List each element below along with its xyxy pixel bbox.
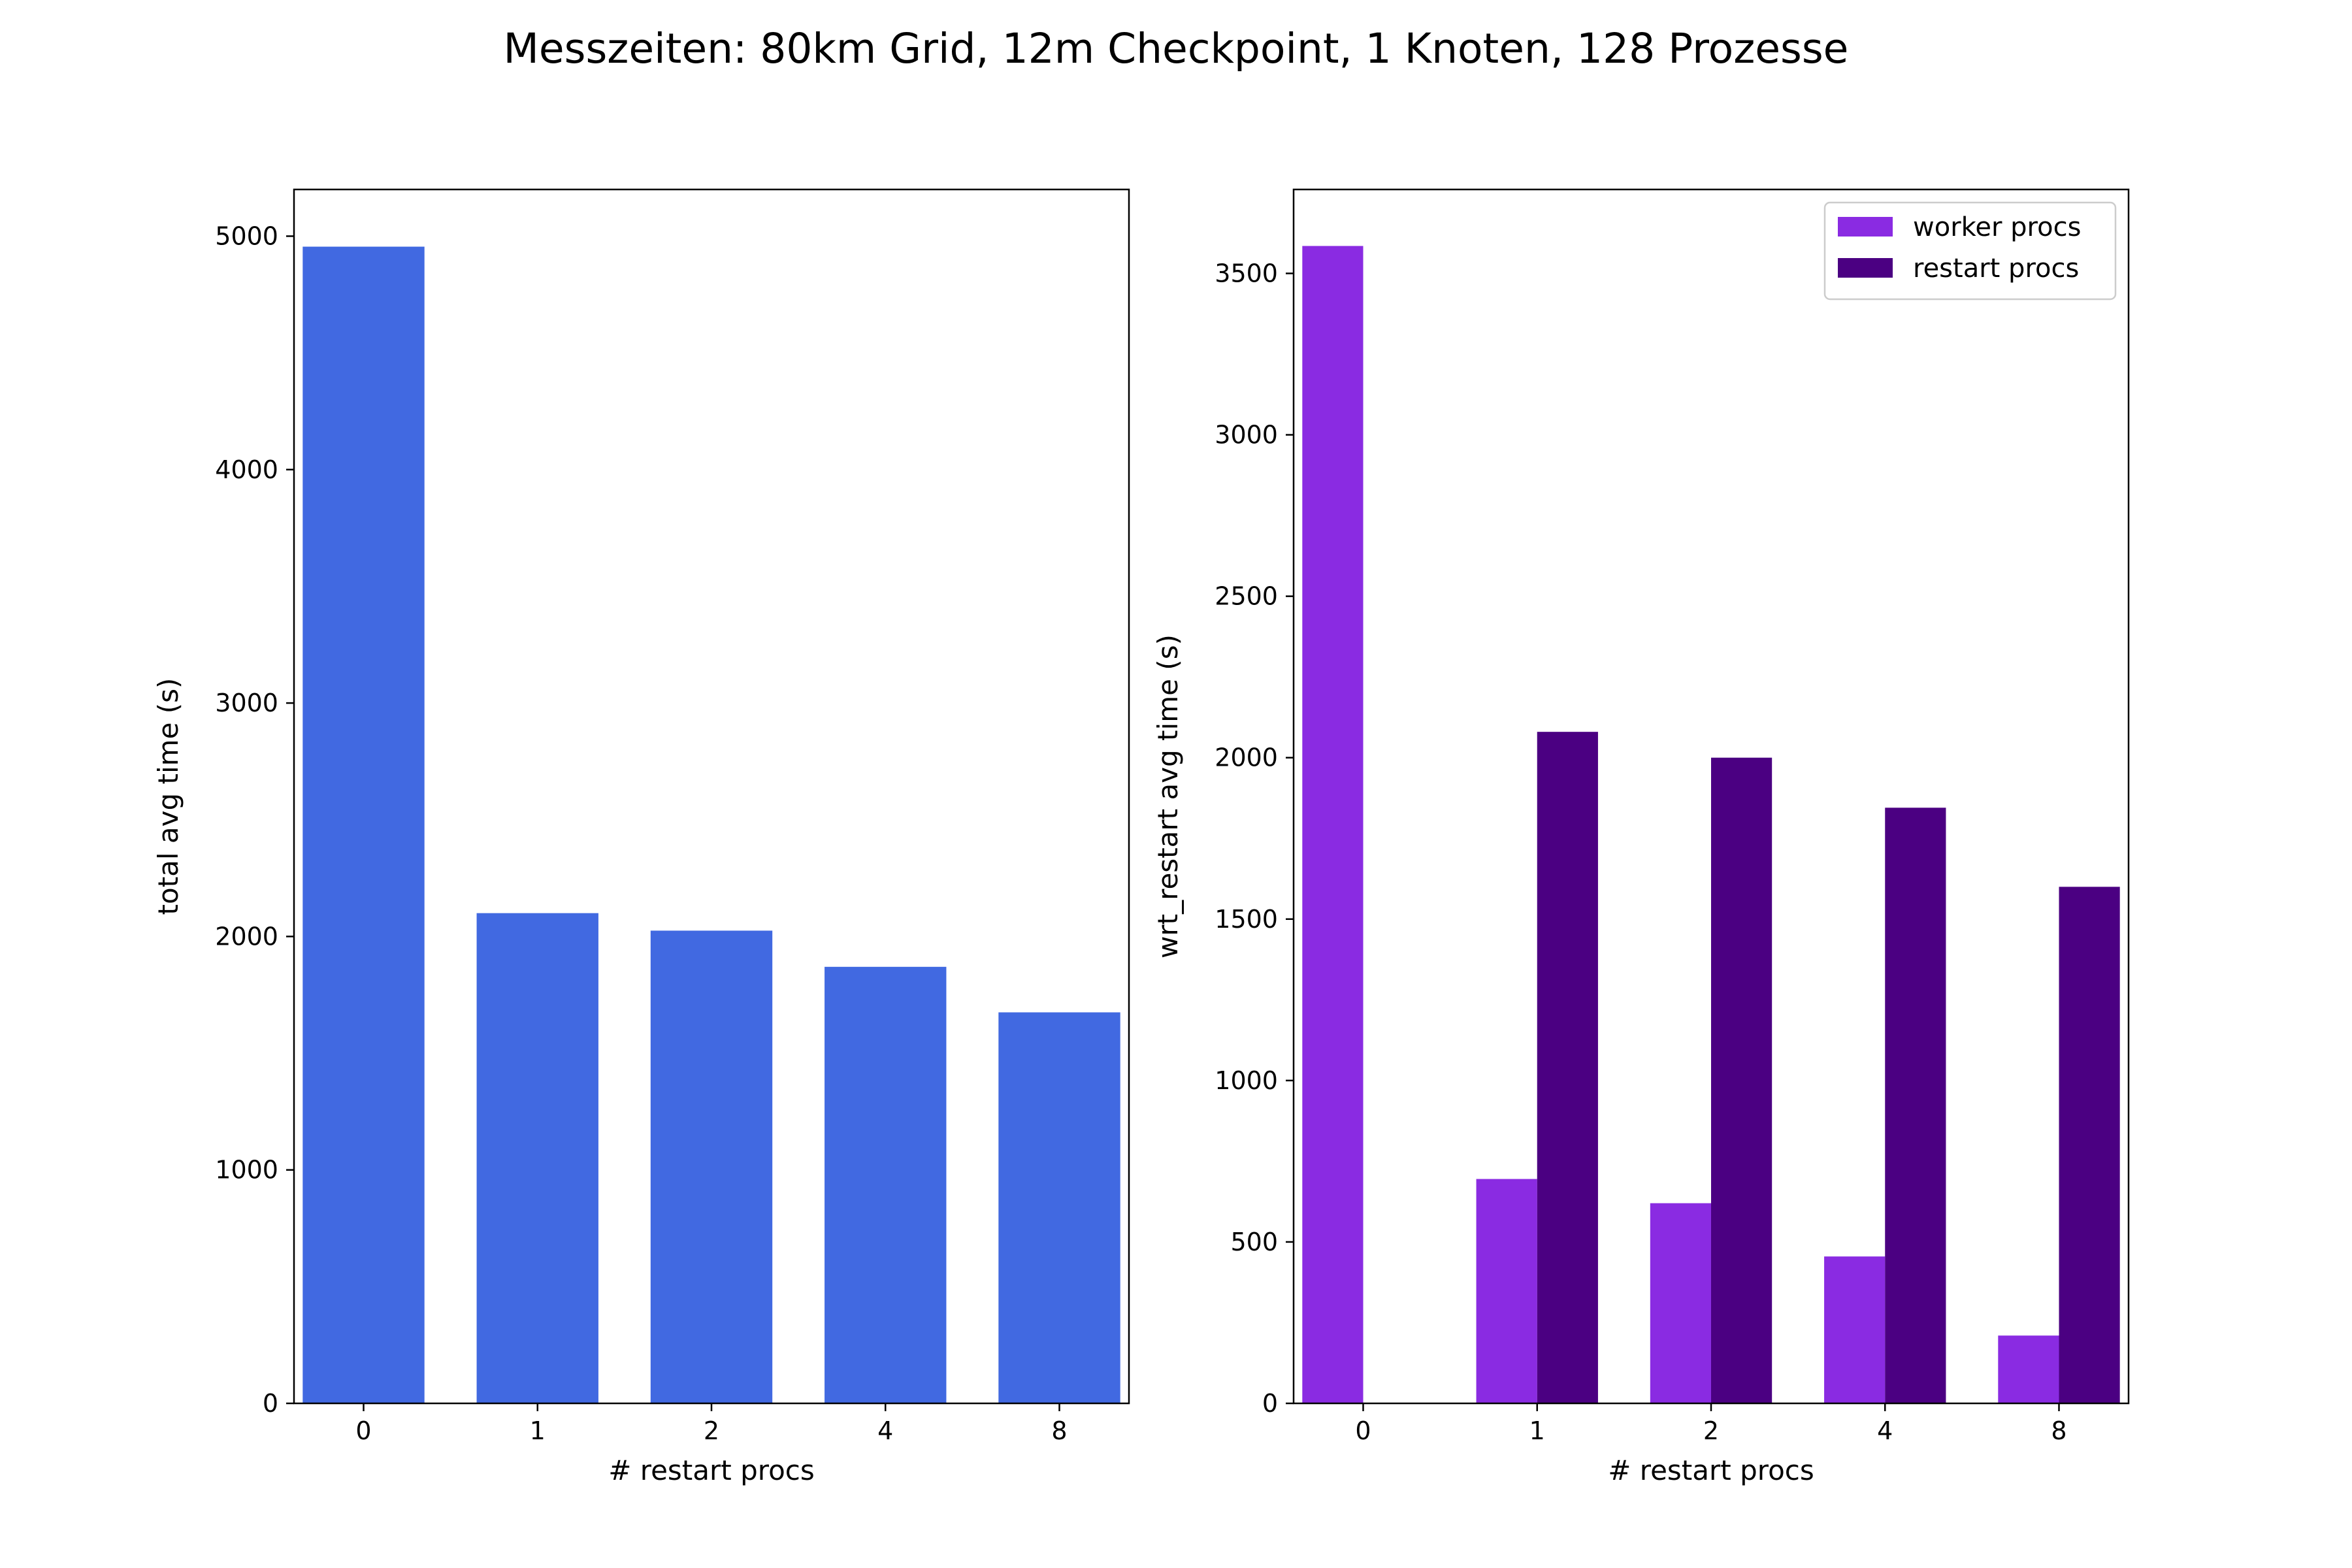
legend-swatch: [1838, 217, 1893, 237]
bar-series0-4: [825, 966, 947, 1403]
y-tick-label: 3000: [215, 689, 278, 717]
legend-label: worker procs: [1913, 212, 2081, 242]
bar-worker-procs-0: [1302, 246, 1364, 1403]
y-tick-label: 2000: [1215, 743, 1278, 772]
legend-label: restart procs: [1913, 253, 2079, 284]
bar-worker-procs-2: [1650, 1203, 1711, 1403]
figure-title: Messzeiten: 80km Grid, 12m Checkpoint, 1…: [504, 25, 1849, 73]
bar-series0-8: [998, 1012, 1120, 1403]
x-tick-label: 4: [877, 1416, 893, 1445]
y-tick-label: 500: [1230, 1228, 1278, 1256]
x-tick-label: 1: [530, 1416, 546, 1445]
bar-series0-2: [650, 930, 773, 1403]
bar-restart-procs-1: [1537, 732, 1598, 1403]
legend-frame: [1823, 201, 2117, 301]
y-tick-label: 1500: [1215, 905, 1278, 934]
bar-restart-procs-4: [1885, 808, 1946, 1403]
bar-series0-1: [476, 913, 598, 1403]
chart-total-avg-time: 0 1 2 4 8 0 1000 2000 3000 4000 5000 # restart proc…: [152, 188, 1130, 1486]
y-tick-label: 1000: [215, 1156, 278, 1184]
y-tick-label: 0: [263, 1389, 278, 1418]
x-tick-label: 8: [2051, 1416, 2066, 1445]
x-tick-label: 0: [1355, 1416, 1371, 1445]
y-tick-label: 2000: [215, 922, 278, 951]
y-tick-label: 5000: [215, 221, 278, 250]
y-tick-label: 0: [1262, 1389, 1278, 1418]
y-tick-label: 1000: [1215, 1066, 1278, 1095]
y-tick-label: 4000: [215, 455, 278, 484]
x-axis-label: # restart procs: [1608, 1454, 1814, 1486]
bar-series0-0: [302, 246, 425, 1403]
bar-restart-procs-2: [1711, 757, 1772, 1403]
x-axis-label: # restart procs: [608, 1454, 815, 1486]
bar-worker-procs-4: [1824, 1256, 1886, 1403]
legend-swatch: [1838, 258, 1893, 278]
legend: worker procs restart procs: [1823, 201, 2117, 301]
bar-worker-procs-1: [1476, 1179, 1537, 1403]
x-tick-label: 0: [355, 1416, 371, 1445]
y-axis-label: total avg time (s): [152, 678, 184, 915]
x-tick-label: 2: [1703, 1416, 1719, 1445]
x-tick-label: 4: [1877, 1416, 1893, 1445]
chart-wrt-restart-avg-time: 0 1 2 4 8 0 500 1000 1500 2000 2500 3000 3500 # resta…: [1152, 188, 2130, 1486]
x-tick-label: 2: [704, 1416, 719, 1445]
x-tick-label: 8: [1051, 1416, 1067, 1445]
y-tick-label: 2500: [1215, 582, 1278, 611]
bar-worker-procs-8: [1998, 1335, 2059, 1403]
bar-restart-procs-8: [2059, 887, 2120, 1403]
x-tick-label: 1: [1529, 1416, 1545, 1445]
y-tick-label: 3500: [1215, 259, 1278, 287]
y-tick-label: 3000: [1215, 421, 1278, 449]
y-axis-label: wrt_restart avg time (s): [1152, 634, 1184, 958]
